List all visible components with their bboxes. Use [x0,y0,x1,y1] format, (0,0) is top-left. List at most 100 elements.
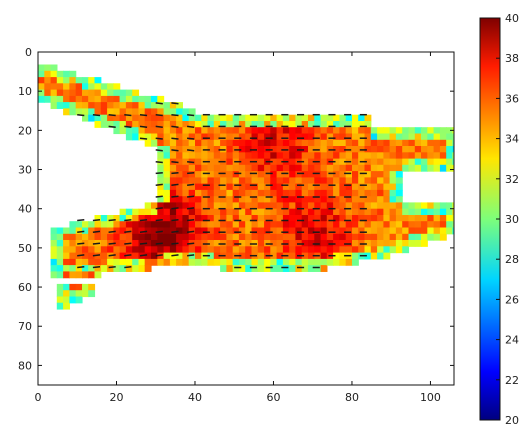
heat-cell [389,246,397,254]
heat-cell [421,221,428,229]
quiver-arrow [171,149,179,152]
heat-cell [144,215,152,222]
heat-cell [188,146,196,153]
heat-cell [144,133,152,141]
quiver-arrow [187,207,195,210]
heat-cell [157,202,165,210]
quiver-arrow [155,230,163,233]
heat-cell [276,127,284,135]
heat-cell [320,208,328,216]
quiver-arrow [124,254,132,257]
heat-cell [408,227,416,235]
heat-cell [207,127,215,135]
heat-cell [276,208,284,216]
quiver-arrow [155,125,163,128]
heat-cell [213,139,221,147]
heat-cell [238,183,246,191]
heat-cell [395,158,403,166]
heat-cell [107,258,114,266]
heat-cell [395,227,403,235]
heat-cell [232,133,240,141]
heat-cell [207,121,215,128]
heat-cell [282,189,290,197]
heat-cell [339,258,347,266]
heat-cell [163,240,171,247]
heat-cell [56,95,64,103]
heat-cell [320,171,328,178]
heat-cell [119,246,127,254]
heat-cell [213,240,221,247]
heat-cell [276,265,284,272]
heat-cell [370,221,378,229]
heat-cell [226,265,234,272]
heat-cell [308,233,315,241]
heat-cell [301,233,309,241]
heat-cell [358,152,366,160]
heat-cell [370,196,378,204]
heat-cell [188,196,196,204]
heat-cell [245,164,253,172]
heat-cell [195,233,202,241]
heat-cell [257,158,265,166]
heat-cell [94,233,102,241]
heat-cell [144,240,152,247]
heat-cell [245,177,253,185]
heat-cell [402,127,410,135]
heat-cell [69,95,77,103]
heat-cell [370,246,378,254]
heat-cell [157,208,165,216]
heat-cell [132,252,140,260]
heat-cell [446,139,454,147]
heat-cell [100,227,108,235]
heat-cell [245,146,253,153]
heat-cell [169,215,177,222]
heat-cell [132,133,140,141]
quiver-arrow [77,254,85,257]
heat-cell [182,127,190,135]
heat-cell [364,240,372,247]
heat-cell [144,258,152,266]
heat-cell [213,158,221,166]
heat-cell [232,215,240,222]
heat-cell [44,77,52,84]
heat-cell [151,202,158,210]
heat-cell [408,127,416,135]
heat-cell [377,177,384,185]
heat-cell [226,164,234,172]
heat-cell [157,183,165,191]
heat-cell [100,221,108,229]
heat-cell [238,221,246,229]
heat-cell [439,164,447,172]
heat-cell [257,258,265,266]
heat-cell [276,258,284,266]
quiver-arrow [171,207,179,210]
quiver-arrow [155,254,163,257]
heat-cell [207,227,215,235]
heat-cell [345,139,353,147]
quiver-arrow [108,113,116,117]
heat-cell [82,95,89,103]
heat-cell [226,215,234,222]
heat-cell [427,202,435,210]
heat-cell [383,177,391,185]
heat-cell [339,233,347,241]
heat-cell [377,183,384,191]
heat-cell [220,133,227,141]
y-tick-label: 20 [18,124,32,137]
heat-cell [276,252,284,260]
heat-cell [257,233,265,241]
heat-cell [113,121,121,128]
heat-cell [326,221,334,229]
heat-cell [301,171,309,178]
heat-cell [264,258,271,266]
heat-cell [308,177,315,185]
heat-cell [301,152,309,160]
colorbar-tick-label: 24 [505,334,519,347]
heat-cell [132,258,140,266]
heat-cell [433,215,441,222]
heat-cell [333,114,340,122]
heat-cell [195,171,202,178]
heat-cell [439,208,447,216]
heat-cell [402,233,410,241]
heat-cell [264,208,271,216]
